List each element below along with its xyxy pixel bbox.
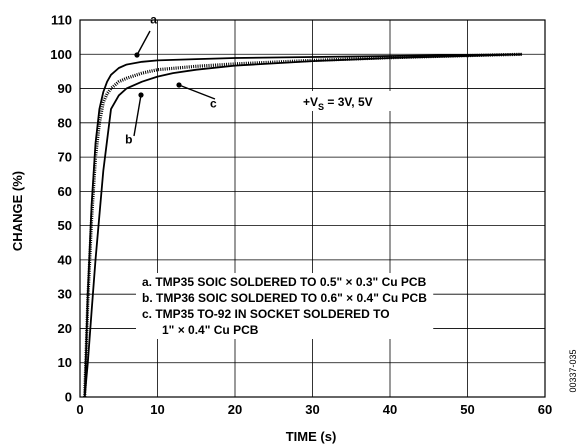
series-line-c (83, 53, 522, 398)
x-tick-label: 20 (228, 402, 242, 417)
y-tick-label: 100 (50, 47, 72, 62)
y-tick-label: 40 (58, 252, 72, 267)
legend-entry-b: b. TMP36 SOIC SOLDERED TO 0.6" × 0.4" Cu… (142, 291, 427, 305)
x-tick-label: 10 (150, 402, 164, 417)
x-tick-label: 0 (76, 402, 83, 417)
leader-line-a (136, 30, 151, 56)
x-tick-label: 50 (460, 402, 474, 417)
legend-entry-c-cont: 1" × 0.4" Cu PCB (162, 323, 259, 337)
leader-dot-b (138, 92, 144, 98)
series-group (83, 52, 522, 398)
legend: a. TMP35 SOIC SOLDERED TO 0.5" × 0.3" Cu… (136, 273, 434, 339)
figure-code: 00337-035 (568, 349, 578, 392)
grid (80, 20, 545, 397)
x-tick-label: 40 (383, 402, 397, 417)
y-axis-label: CHANGE (%) (10, 171, 25, 251)
legend-background (136, 273, 434, 339)
legend-entry-a: a. TMP35 SOIC SOLDERED TO 0.5" × 0.3" Cu… (142, 275, 427, 289)
x-tick-label: 60 (538, 402, 552, 417)
plot-frame (79, 19, 546, 398)
y-tick-label: 80 (58, 115, 72, 130)
supply-voltage-label: +VS = 3V, 5V (298, 91, 410, 112)
supply-label-background (298, 91, 410, 111)
y-tick-label: 0 (65, 390, 72, 405)
y-tick-label: 20 (58, 321, 72, 336)
leader-line-c (178, 84, 216, 100)
annotation-c: c (210, 96, 217, 110)
leader-dot-a (134, 52, 140, 58)
annotation-b: b (125, 132, 132, 146)
y-tick-label: 110 (51, 13, 72, 28)
x-axis-label: TIME (s) (286, 429, 337, 444)
annotation-leaders (133, 30, 216, 137)
y-tick-label: 50 (58, 218, 72, 233)
series-line-a (83, 53, 522, 398)
leader-dot-c (176, 82, 182, 88)
supply-voltage-text: +VS = 3V, 5V (303, 95, 373, 112)
x-tick-label: 30 (305, 402, 319, 417)
y-tick-label: 60 (58, 184, 72, 199)
y-tick-label: 70 (58, 150, 72, 165)
leader-line-b (133, 94, 142, 137)
legend-entry-c: c. TMP35 TO-92 IN SOCKET SOLDERED TO (142, 307, 390, 321)
y-tick-label: 10 (58, 355, 72, 370)
y-tick-label: 30 (58, 287, 72, 302)
y-tick-label: 90 (58, 81, 72, 96)
